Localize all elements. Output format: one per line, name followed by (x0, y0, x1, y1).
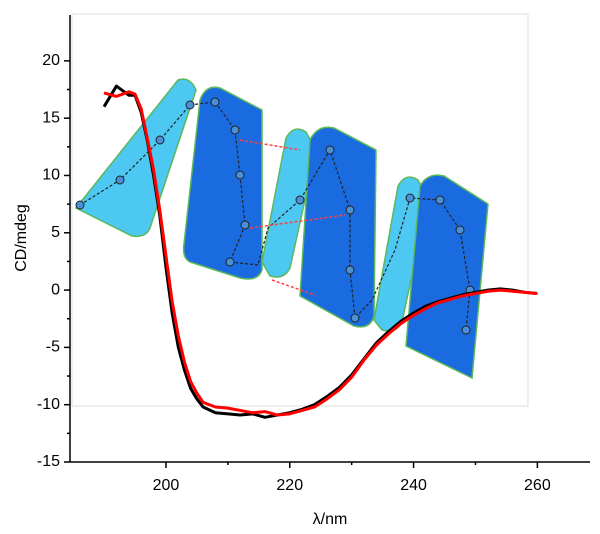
y-tick-label: 20 (42, 52, 60, 69)
h-bond (239, 139, 346, 296)
x-axis-label: λ/nm (313, 511, 348, 528)
x-tick-label: 200 (153, 477, 180, 494)
y-tick-label: -5 (46, 339, 60, 356)
data-line (103, 90, 538, 417)
y-tick-label: 0 (51, 281, 60, 298)
helix-illustration (71, 13, 529, 407)
x-tick-label: 220 (276, 477, 303, 494)
y-tick-label: 15 (42, 109, 60, 126)
y-tick-label: 5 (51, 224, 60, 241)
atoms (75, 97, 475, 335)
y-tick-label: -10 (37, 396, 60, 413)
backbone (79, 101, 471, 331)
y-tick-label: -15 (37, 453, 60, 470)
y-axis-label: CD/mdeg (13, 204, 30, 272)
x-tick-label: 240 (400, 477, 427, 494)
ribbon-dark (299, 126, 377, 328)
plot: -15 -10 -5 0 5 10 15 20 200 220 240 260 (37, 15, 590, 494)
ribbon-light (74, 78, 197, 238)
y-tick-label: 10 (42, 167, 60, 184)
x-tick-label: 260 (524, 477, 551, 494)
